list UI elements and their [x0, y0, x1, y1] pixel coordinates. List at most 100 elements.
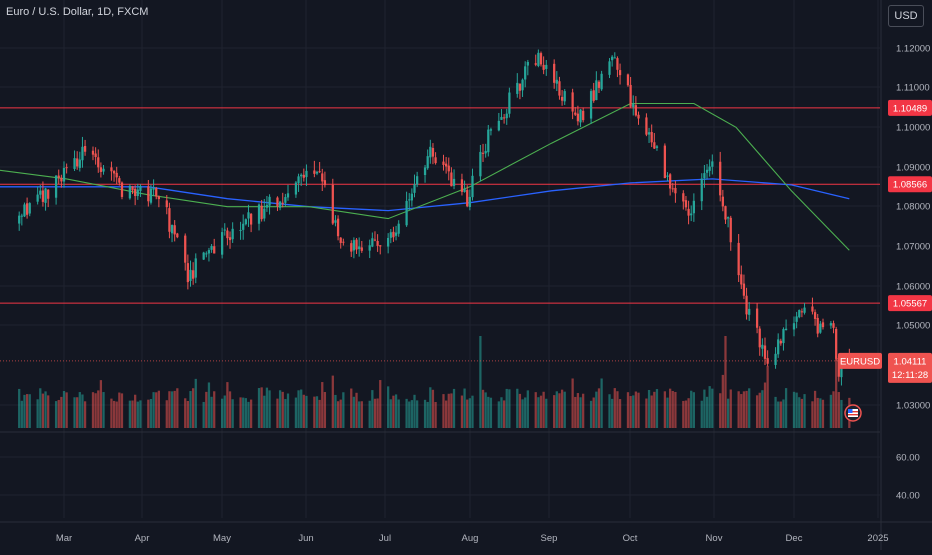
- volume-bar: [618, 399, 622, 428]
- volume-layer: [18, 336, 851, 428]
- candle-body: [41, 190, 45, 202]
- candle-body: [803, 307, 806, 313]
- volume-bar: [669, 388, 672, 428]
- candle-body: [239, 229, 242, 231]
- volume-bar: [379, 380, 382, 428]
- volume-bar: [508, 389, 511, 428]
- candle-body: [413, 184, 416, 193]
- candle-body: [589, 91, 593, 119]
- volume-bar: [176, 388, 179, 428]
- candle-body: [563, 91, 566, 102]
- candle-body: [149, 188, 153, 203]
- volume-bar: [47, 395, 50, 428]
- volume-bar: [78, 392, 81, 428]
- volume-bar: [134, 394, 137, 428]
- volume-bar: [500, 397, 503, 428]
- volume-bar: [57, 399, 60, 428]
- candle-body: [444, 163, 448, 167]
- volume-bar: [268, 390, 271, 428]
- volume-bar: [600, 378, 603, 428]
- volume-bar: [305, 395, 308, 428]
- volume-bar: [336, 401, 340, 428]
- volume-bar: [595, 391, 598, 428]
- candle-body: [666, 175, 669, 177]
- volume-bar: [278, 390, 282, 428]
- volume-bar: [76, 397, 79, 428]
- volume-bar: [711, 388, 714, 428]
- volume-bar: [777, 401, 780, 428]
- candle-body: [711, 161, 714, 167]
- volume-bar: [700, 400, 703, 428]
- candle-body: [242, 223, 245, 230]
- candle-body: [47, 189, 50, 199]
- countdown-label: 12:11:28: [892, 370, 928, 381]
- candle-body: [800, 311, 804, 313]
- volume-bar: [147, 399, 150, 428]
- volume-bar: [334, 394, 337, 428]
- volume-bar: [516, 388, 519, 428]
- candle-body: [748, 308, 751, 315]
- volume-bar: [189, 391, 192, 428]
- symbol-badge: [838, 352, 882, 369]
- candle-body: [244, 219, 247, 225]
- candle-body: [592, 90, 595, 101]
- candle-body: [431, 147, 435, 157]
- volume-bar: [748, 388, 751, 428]
- volume-bar: [265, 387, 269, 428]
- candle-body: [392, 231, 395, 238]
- candle-body: [408, 199, 411, 201]
- candle-body: [136, 189, 139, 197]
- candle-body: [231, 228, 234, 240]
- candle-body: [339, 237, 342, 243]
- candle-body: [352, 240, 356, 251]
- volume-bar: [110, 398, 113, 428]
- candle-body: [452, 178, 456, 186]
- candle-body: [719, 161, 722, 196]
- candle-body: [323, 180, 327, 186]
- candle-body: [318, 171, 321, 173]
- price-tick-label: 1.11000: [896, 83, 930, 94]
- candle-body: [302, 174, 305, 178]
- currency-button[interactable]: USD: [888, 5, 924, 27]
- candle-body: [360, 247, 363, 251]
- volume-bar: [62, 390, 66, 428]
- candle-body: [213, 246, 216, 254]
- candle-body: [184, 235, 187, 263]
- volume-bar: [526, 390, 529, 428]
- candle-body: [20, 215, 23, 217]
- volume-bar: [705, 396, 709, 428]
- volume-bar: [816, 397, 819, 428]
- volume-bar: [518, 393, 522, 428]
- time-tick-label: Mar: [56, 533, 72, 544]
- volume-bar: [742, 391, 746, 428]
- volume-bar: [416, 400, 419, 428]
- candle-body: [647, 132, 651, 135]
- candle-body: [152, 187, 155, 190]
- candle-body: [777, 339, 780, 355]
- volume-bar: [28, 394, 31, 428]
- volume-bar: [102, 392, 105, 428]
- volume-bar: [832, 391, 835, 428]
- volume-bar: [397, 399, 400, 428]
- candle-body: [555, 79, 558, 84]
- candle-body: [416, 176, 419, 185]
- candle-body: [708, 166, 711, 171]
- candle-body: [65, 167, 68, 169]
- volume-bar: [423, 399, 427, 428]
- candle-body: [740, 274, 743, 285]
- candle-body: [192, 270, 195, 279]
- volume-bar: [611, 398, 614, 428]
- candle-body: [539, 53, 543, 65]
- candle-body: [97, 157, 100, 168]
- volume-bar: [392, 395, 395, 428]
- volume-bar: [434, 401, 437, 428]
- volume-bar: [745, 390, 748, 428]
- price-tick-label: 1.05000: [896, 321, 930, 332]
- volume-bar: [671, 390, 674, 428]
- volume-bar: [481, 389, 485, 428]
- volume-bar: [505, 388, 508, 428]
- candle-body: [305, 170, 308, 178]
- level-badge-label: 1.05567: [893, 299, 927, 310]
